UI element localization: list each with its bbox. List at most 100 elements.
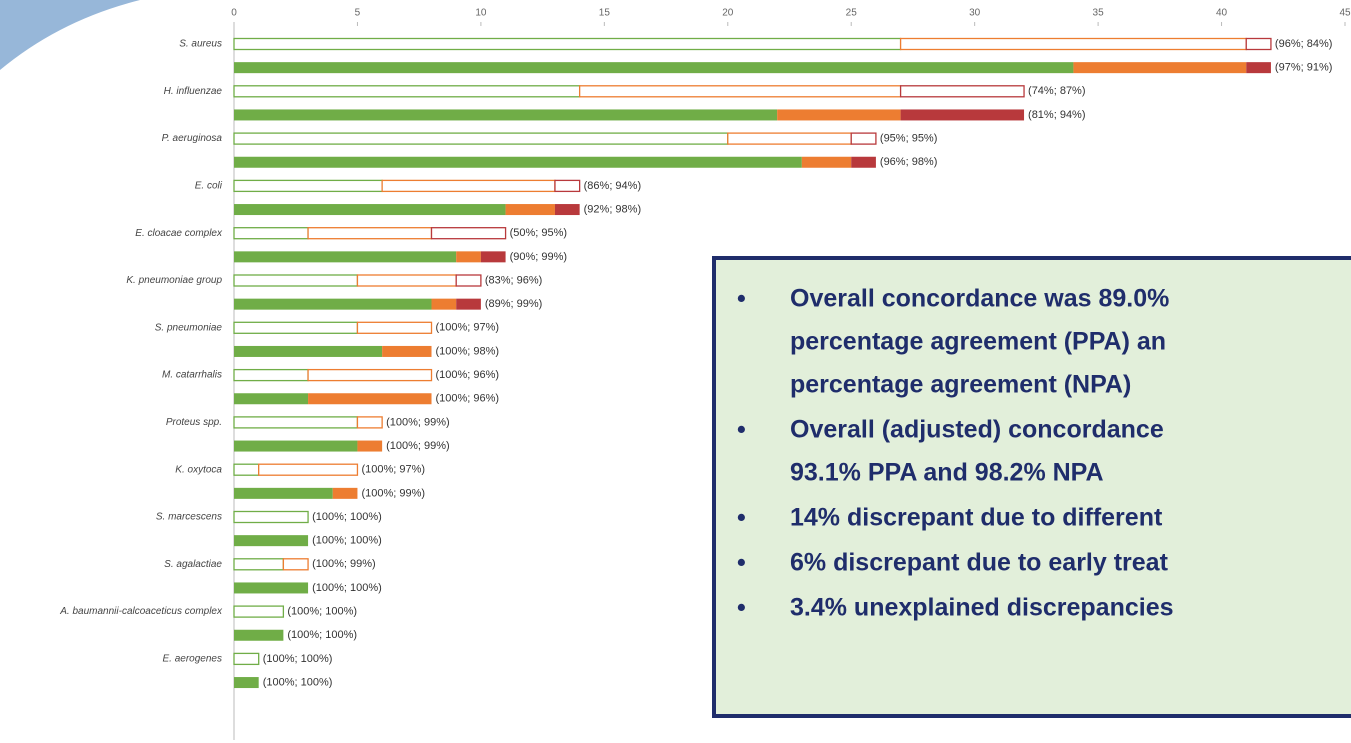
bar-segment: [850, 132, 877, 145]
category-label: A. baumannii-calcoaceticus complex: [59, 606, 223, 617]
bar-segment: [234, 487, 333, 499]
bar-segment: [234, 629, 284, 641]
bar-segment: [233, 85, 581, 98]
x-tick-label: 10: [475, 8, 487, 19]
bar-annotation: (50%; 95%): [510, 227, 567, 239]
bar-segment: [356, 274, 457, 287]
bar-segment: [233, 368, 309, 382]
bullet-text: percentage agreement (PPA) an: [790, 328, 1166, 356]
bar-segment: [233, 605, 285, 618]
bar-segment: [356, 321, 433, 334]
bar-segment: [234, 582, 309, 594]
category-label: H. influenzae: [164, 86, 223, 97]
bar-segment: [234, 298, 432, 310]
bar-segment: [234, 109, 778, 121]
bar-annotation: (100%; 100%): [263, 676, 333, 688]
bar-segment: [456, 298, 481, 310]
x-tick-label: 35: [1093, 8, 1105, 19]
bar-segment: [456, 251, 481, 263]
category-label: M. catarrhalis: [162, 370, 222, 381]
bar-segment: [307, 368, 433, 382]
bar-segment: [234, 345, 383, 357]
x-tick-label: 20: [722, 8, 734, 19]
bar-annotation: (100%; 96%): [436, 393, 500, 405]
bar-annotation: (90%; 99%): [510, 251, 567, 263]
category-label: E. coli: [195, 181, 223, 192]
bar-annotation: (89%; 99%): [485, 298, 542, 310]
bar-annotation: (100%; 99%): [312, 558, 376, 570]
bar-segment: [455, 274, 482, 287]
bar-segment: [1245, 37, 1272, 51]
bar-segment: [233, 652, 260, 666]
bar-segment: [233, 558, 285, 571]
bar-segment: [357, 440, 383, 452]
bar-segment: [851, 156, 876, 168]
bar-segment: [899, 85, 1025, 98]
bar-segment: [1246, 62, 1271, 74]
x-tick-label: 45: [1339, 8, 1351, 19]
bar-segment: [431, 298, 457, 310]
bullet-dot: •: [737, 416, 746, 444]
bar-annotation: (81%; 94%): [1028, 109, 1085, 121]
bar-annotation: (100%; 97%): [436, 322, 500, 334]
bar-segment: [233, 227, 309, 240]
x-tick-label: 15: [599, 8, 611, 19]
bar-annotation: (100%; 100%): [312, 582, 382, 594]
bar-segment: [801, 156, 852, 168]
bullet-text: percentage agreement (NPA): [790, 371, 1131, 399]
bar-annotation: (100%; 99%): [386, 416, 450, 428]
bar-segment: [234, 677, 259, 689]
bullet-text: 14% discrepant due to different: [790, 504, 1163, 532]
bar-segment: [233, 463, 260, 476]
bar-annotation: (86%; 94%): [584, 180, 641, 192]
bar-segment: [234, 535, 309, 547]
bullet-text: Overall concordance was 89.0%: [790, 285, 1169, 313]
x-tick-label: 30: [969, 8, 981, 19]
category-label: S. pneumoniae: [155, 322, 223, 333]
bullet-dot: •: [737, 285, 746, 313]
bar-segment: [234, 156, 802, 168]
bar-segment: [505, 204, 555, 216]
bar-segment: [233, 510, 309, 524]
bar-segment: [233, 179, 383, 193]
category-label: K. oxytoca: [175, 464, 222, 475]
category-label: S. agalactiae: [164, 559, 222, 570]
bar-annotation: (95%; 95%): [880, 133, 937, 145]
bar-segment: [234, 393, 309, 405]
bar-annotation: (100%; 96%): [436, 369, 500, 381]
bar-segment: [234, 62, 1074, 74]
bar-segment: [233, 37, 902, 51]
bar-annotation: (100%; 99%): [386, 440, 450, 452]
bar-segment: [1073, 62, 1247, 74]
bar-annotation: (83%; 96%): [485, 274, 542, 286]
bar-segment: [356, 416, 383, 429]
bar-segment: [727, 132, 852, 145]
bar-annotation: (97%; 91%): [1275, 62, 1332, 74]
x-tick-label: 40: [1216, 8, 1228, 19]
bar-segment: [307, 227, 433, 240]
bar-annotation: (100%; 97%): [361, 464, 425, 476]
bar-segment: [381, 179, 556, 193]
bar-segment: [900, 109, 1025, 121]
bar-segment: [332, 487, 358, 499]
bar-annotation: (100%; 100%): [263, 653, 333, 665]
bar-annotation: (100%; 100%): [312, 511, 382, 523]
bar-annotation: (100%; 100%): [287, 629, 357, 641]
bar-annotation: (100%; 99%): [361, 487, 425, 499]
bar-segment: [282, 558, 309, 571]
bullet-text: 6% discrepant due to early treat: [790, 549, 1169, 577]
bullet-dot: •: [737, 594, 746, 622]
category-label: P. aeruginosa: [162, 133, 223, 144]
text-box: [712, 256, 1351, 718]
bar-segment: [234, 440, 358, 452]
bar-segment: [382, 345, 432, 357]
bar-segment: [308, 393, 432, 405]
bar-segment: [554, 179, 581, 193]
category-label: S. aureus: [179, 39, 222, 50]
x-tick-label: 5: [355, 8, 361, 19]
x-tick-label: 25: [846, 8, 858, 19]
bar-segment: [899, 37, 1247, 51]
bar-segment: [430, 227, 507, 240]
